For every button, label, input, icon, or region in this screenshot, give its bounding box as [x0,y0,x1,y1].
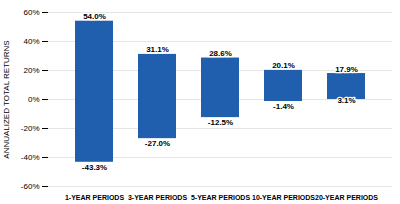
svg-text:0%: 0% [28,95,40,104]
svg-text:-60%: -60% [21,182,40,191]
svg-text:31.1%: 31.1% [146,45,169,54]
svg-text:-20%: -20% [21,124,40,133]
svg-text:20-YEAR PERIODS: 20-YEAR PERIODS [315,194,378,201]
svg-text:-27.0%: -27.0% [145,139,170,148]
svg-text:-43.3%: -43.3% [82,163,107,172]
svg-text:3-YEAR PERIODS: 3-YEAR PERIODS [128,194,187,201]
svg-text:40%: 40% [23,37,39,46]
svg-text:-1.4%: -1.4% [273,102,294,111]
svg-text:-12.5%: -12.5% [208,118,233,127]
svg-text:ANNUALIZED TOTAL RETURNS: ANNUALIZED TOTAL RETURNS [2,40,11,158]
svg-text:5-YEAR PERIODS: 5-YEAR PERIODS [191,194,250,201]
svg-text:-40%: -40% [21,153,40,162]
svg-text:28.6%: 28.6% [209,49,232,58]
svg-text:20%: 20% [23,66,39,75]
svg-text:17.9%: 17.9% [335,65,358,74]
svg-text:54.0%: 54.0% [83,12,106,21]
svg-text:60%: 60% [23,8,39,17]
svg-text:20.1%: 20.1% [272,61,295,70]
svg-text:10-YEAR PERIODS: 10-YEAR PERIODS [252,194,315,201]
svg-text:1-YEAR PERIODS: 1-YEAR PERIODS [65,194,124,201]
svg-text:3.1%: 3.1% [337,96,355,105]
